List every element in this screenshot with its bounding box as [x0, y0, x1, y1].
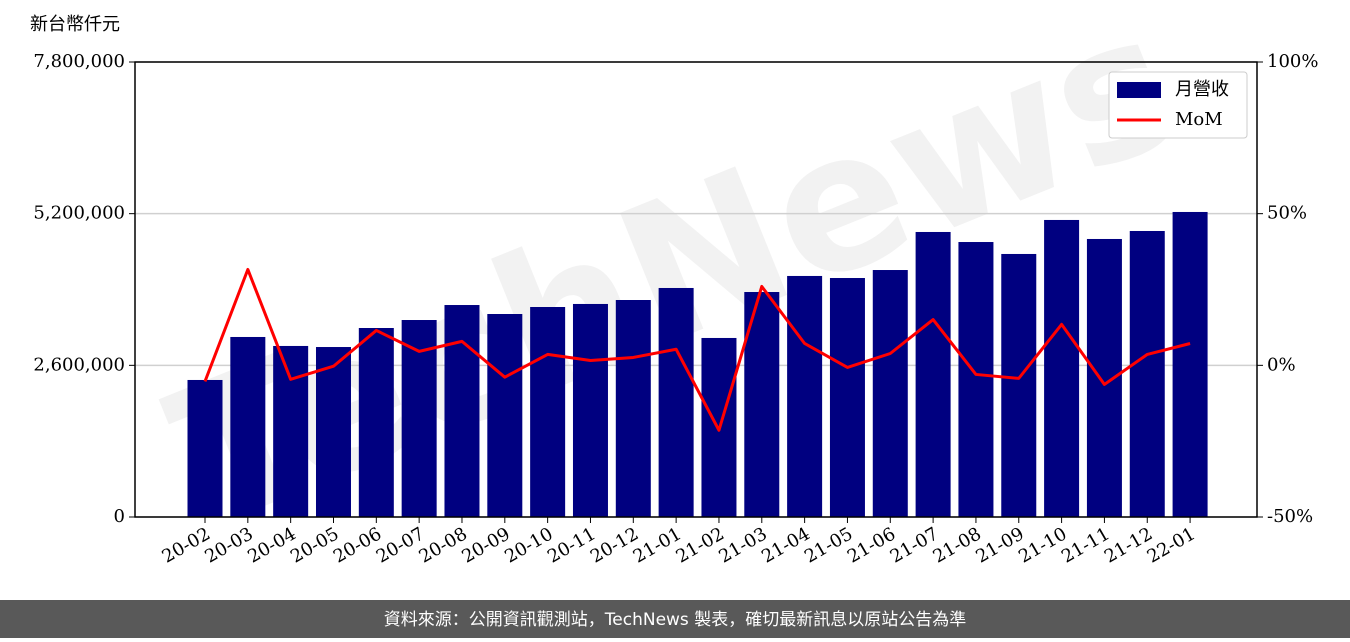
x-tick-label: 22-01 — [1144, 523, 1199, 567]
legend-label: 月營收 — [1175, 79, 1229, 100]
x-tick-label: 21-01 — [630, 523, 685, 567]
bar — [658, 287, 694, 517]
x-tick-label: 21-09 — [972, 523, 1027, 567]
footer-bar — [0, 600, 1350, 638]
bar — [787, 275, 823, 517]
legend-swatch — [1117, 82, 1161, 98]
bar — [1086, 238, 1122, 517]
bar — [915, 231, 951, 517]
bar — [1001, 253, 1037, 517]
x-tick-label: 20-08 — [416, 523, 471, 567]
y-tick-label: 0 — [114, 506, 125, 527]
bar — [273, 345, 309, 517]
x-tick-label: 20-06 — [330, 523, 385, 567]
y2-tick-label: 50% — [1267, 203, 1307, 224]
y-tick-label: 7,800,000 — [33, 51, 125, 72]
bar — [315, 347, 351, 517]
x-tick-label: 20-10 — [501, 523, 556, 567]
bar — [1044, 219, 1080, 517]
bar — [958, 242, 994, 517]
bar — [230, 336, 266, 517]
x-tick-label: 21-10 — [1015, 523, 1070, 567]
bar — [530, 307, 566, 517]
bar — [872, 270, 908, 517]
x-tick-label: 20-12 — [587, 523, 642, 567]
x-tick-label: 20-07 — [373, 523, 428, 567]
bar — [572, 303, 608, 517]
x-tick-label: 21-08 — [930, 523, 985, 567]
y2-tick-label: 0% — [1267, 354, 1296, 375]
x-tick-label: 21-05 — [801, 523, 856, 567]
y-axis-label: 新台幣仟元 — [30, 14, 120, 35]
x-tick-label: 21-03 — [715, 523, 770, 567]
y-tick-label: 2,600,000 — [33, 354, 125, 375]
bar — [487, 314, 523, 517]
x-tick-label: 21-12 — [1101, 523, 1156, 567]
bar — [829, 278, 865, 517]
x-tick-label: 21-07 — [887, 523, 942, 567]
bar — [444, 305, 480, 517]
bar — [187, 379, 223, 517]
line — [203, 267, 1191, 432]
bar — [358, 328, 394, 517]
y2-tick-label: -50% — [1267, 506, 1313, 527]
x-tick-label: 20-11 — [544, 523, 599, 567]
x-tick-label: 21-11 — [1058, 523, 1113, 567]
source-note: 資料來源：公開資訊觀測站，TechNews 製表，確切最新訊息以原站公告為準 — [384, 610, 966, 630]
y2-tick-label: 100% — [1267, 51, 1318, 72]
x-tick-label: 21-04 — [758, 523, 813, 567]
bar — [615, 300, 651, 517]
x-tick-label: 20-09 — [458, 523, 513, 567]
x-tick-label: 21-06 — [844, 523, 899, 567]
plot-frame — [134, 61, 1258, 518]
x-tick-label: 20-02 — [159, 523, 214, 567]
legend-label: MoM — [1175, 109, 1223, 130]
bar — [1129, 230, 1165, 517]
bar — [1172, 211, 1208, 517]
y-tick-label: 5,200,000 — [33, 203, 125, 224]
x-tick-label: 21-02 — [673, 523, 728, 567]
